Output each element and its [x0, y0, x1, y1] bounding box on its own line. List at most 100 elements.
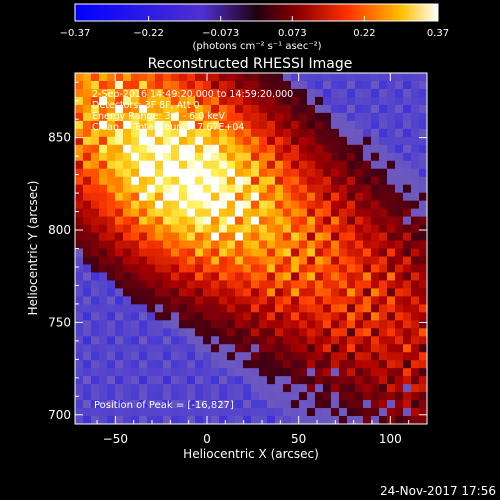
heatmap-cell	[299, 248, 308, 257]
heatmap-cell	[91, 288, 100, 297]
heatmap-cell	[275, 368, 284, 377]
heatmap-cell	[123, 144, 132, 154]
heatmap-cell	[363, 384, 372, 393]
heatmap-cell	[379, 272, 388, 281]
heatmap-cell	[171, 344, 180, 353]
heatmap-cell	[139, 160, 148, 170]
heatmap-cell	[283, 112, 292, 122]
heatmap-cell	[299, 224, 308, 233]
heatmap-cell	[187, 408, 196, 417]
heatmap-cell	[75, 368, 84, 377]
heatmap-cell	[371, 184, 380, 193]
heatmap-cell	[139, 368, 148, 377]
heatmap-cell	[123, 368, 132, 377]
heatmap-cell	[323, 280, 332, 289]
heatmap-cell	[139, 272, 148, 281]
heatmap-cell	[355, 360, 364, 369]
heatmap-cell	[251, 224, 260, 233]
heatmap-cell	[387, 304, 396, 313]
heatmap-cell	[307, 312, 316, 321]
annotation-time-range: 2-Sep-2016 14:49:20.000 to 14:59:20.000	[92, 89, 293, 100]
heatmap-cell	[171, 352, 180, 361]
heatmap-cell	[195, 368, 204, 377]
heatmap-cell	[171, 264, 180, 273]
heatmap-cell	[371, 304, 380, 313]
heatmap-cell	[323, 208, 332, 217]
heatmap-cell	[187, 184, 196, 193]
heatmap-cell	[83, 376, 92, 385]
heatmap-cell	[195, 400, 204, 409]
heatmap-cell	[163, 192, 172, 201]
heatmap-cell	[211, 376, 220, 385]
heatmap-cell	[379, 184, 388, 193]
heatmap-cell	[179, 192, 188, 201]
heatmap-cell	[203, 184, 212, 193]
heatmap-cell	[203, 272, 212, 281]
heatmap-cell	[339, 296, 348, 305]
heatmap-cell	[83, 312, 92, 321]
heatmap-cell	[267, 288, 276, 297]
heatmap-cell	[299, 104, 308, 114]
heatmap-cell	[243, 176, 252, 185]
heatmap-cell	[99, 416, 108, 425]
heatmap-cell	[403, 384, 412, 393]
heatmap-cell	[211, 288, 220, 297]
heatmap-cell	[179, 112, 188, 122]
heatmap-cell	[99, 384, 108, 393]
heatmap-cell	[227, 408, 236, 417]
heatmap-cell	[331, 88, 340, 98]
heatmap-cell	[299, 280, 308, 289]
heatmap-cell	[355, 384, 364, 393]
heatmap-cell	[75, 304, 84, 313]
heatmap-cell	[187, 264, 196, 273]
heatmap-cell	[99, 184, 108, 193]
heatmap-cell	[339, 112, 348, 122]
heatmap-cell	[235, 352, 244, 361]
heatmap-cell	[115, 192, 124, 201]
heatmap-cell	[83, 232, 92, 241]
heatmap-cell	[131, 73, 140, 82]
heatmap-cell	[259, 80, 268, 90]
heatmap-cell	[339, 192, 348, 201]
heatmap-cell	[395, 168, 404, 178]
heatmap-cell	[251, 352, 260, 361]
heatmap-cell	[107, 208, 116, 217]
heatmap-cell	[419, 272, 428, 281]
heatmap-cell	[179, 248, 188, 257]
heatmap-cell	[379, 208, 388, 217]
heatmap-cell	[99, 400, 108, 409]
heatmap-cell	[251, 344, 260, 353]
heatmap-cell	[347, 240, 356, 249]
heatmap-cell	[411, 168, 420, 178]
heatmap-cell	[179, 416, 188, 425]
heatmap-cell	[323, 384, 332, 393]
heatmap-cell	[115, 80, 124, 90]
heatmap-cell	[107, 73, 116, 82]
heatmap-cell	[171, 272, 180, 281]
heatmap-cell	[355, 240, 364, 249]
heatmap-cell	[379, 224, 388, 233]
heatmap-cell	[219, 272, 228, 281]
heatmap-cell	[339, 73, 348, 82]
heatmap-cell	[91, 384, 100, 393]
heatmap-cell	[147, 320, 156, 329]
heatmap-cell	[195, 264, 204, 273]
heatmap-cell	[107, 216, 116, 225]
heatmap-cell	[403, 232, 412, 241]
heatmap-cell	[307, 120, 316, 130]
heatmap-cell	[387, 112, 396, 122]
heatmap-cell	[307, 344, 316, 353]
heatmap-cell	[219, 96, 228, 106]
heatmap-cell	[323, 320, 332, 329]
heatmap-cell	[363, 336, 372, 345]
heatmap-cell	[395, 80, 404, 90]
heatmap-cell	[363, 304, 372, 313]
heatmap-cell	[219, 304, 228, 313]
heatmap-cell	[219, 248, 228, 257]
heatmap-cell	[243, 256, 252, 265]
heatmap-cell	[155, 376, 164, 385]
heatmap-cell	[275, 224, 284, 233]
heatmap-cell	[323, 136, 332, 146]
heatmap-cell	[123, 320, 132, 329]
heatmap-cell	[315, 73, 324, 82]
